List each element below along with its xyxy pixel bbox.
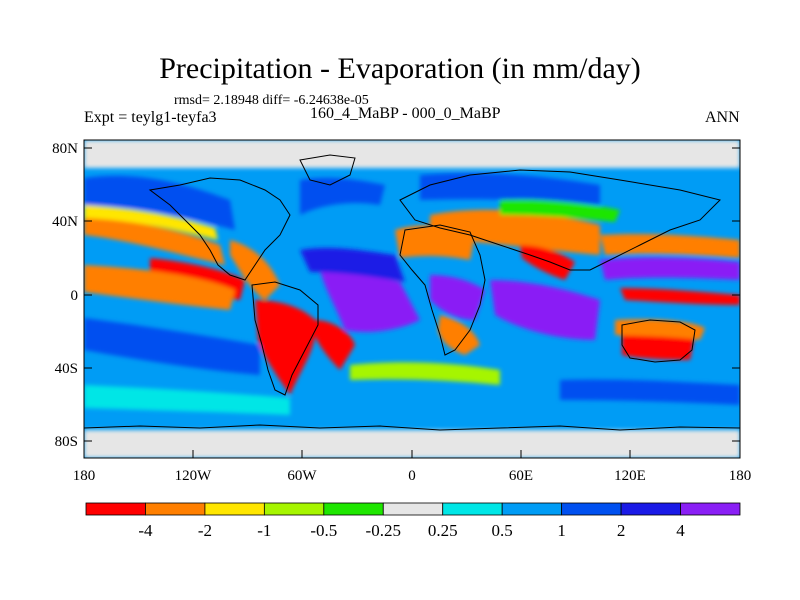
season-label: ANN <box>705 109 740 126</box>
colorbar-swatch <box>204 502 265 516</box>
colorbar-swatch <box>145 502 206 516</box>
lat-tick-label: 40N <box>52 214 78 230</box>
lon-tick-label: 60E <box>509 468 533 484</box>
colorbar-swatch <box>263 502 325 516</box>
indian-ocean-purple <box>490 280 600 340</box>
colorbar-level-label: -0.25 <box>366 521 401 540</box>
australia-orange <box>615 319 705 340</box>
lon-tick-label: 180 <box>73 468 96 484</box>
eurasia-blue <box>420 173 600 205</box>
colorbar-swatch <box>442 502 503 516</box>
antarctica-coast <box>83 424 741 431</box>
colorbar-level-label: 1 <box>557 521 566 540</box>
colorbar-level-label: 2 <box>617 521 626 540</box>
axis-ticks <box>83 147 741 458</box>
lon-tick-label: 180 <box>729 468 752 484</box>
lon-tick-label: 120W <box>175 468 213 484</box>
africa-orange-south <box>438 315 480 355</box>
arctic-land <box>84 140 740 168</box>
lon-tick-label: 120E <box>614 468 646 484</box>
india-red <box>520 245 575 280</box>
lon-tick-label: 0 <box>408 468 416 484</box>
africa-purple <box>430 275 485 320</box>
colorbar: -4 -2 -1 -0.5 -0.25 0.25 0.5 1 2 4 <box>85 502 741 540</box>
north-pacific-orange-band <box>84 215 225 265</box>
atlantic-blue <box>300 247 405 282</box>
west-pacific-red <box>620 288 740 305</box>
africa-coast <box>399 224 486 356</box>
rmsd-diff-stats: rmsd= 2.18948 diff= -6.24638e-05 <box>174 93 369 108</box>
experiment-label: Expt = teylg1-teyfa3 <box>84 109 217 126</box>
atlantic-purple <box>320 269 420 332</box>
colorbar-level-label: -4 <box>138 521 153 540</box>
lat-tick-label: 0 <box>71 288 79 304</box>
colorbar-level-label: -1 <box>257 521 271 540</box>
eurasia-orange <box>430 209 600 255</box>
south-america-coast <box>251 281 319 396</box>
colorbar-swatch <box>382 502 444 516</box>
period-label: 160_4_MaBP - 000_0_MaBP <box>310 105 501 122</box>
lat-tick-label: 80S <box>55 434 78 450</box>
australia-coast <box>621 319 696 363</box>
eurasia-coast <box>399 169 721 271</box>
longitude-labels: 180 120W 60W 0 60E 120E 180 <box>73 468 752 484</box>
colorbar-level-label: 4 <box>676 521 685 540</box>
colorbar-level-label: 0.25 <box>428 521 458 540</box>
north-pacific-yellow <box>84 205 218 240</box>
plot-title: Precipitation - Evaporation (in mm/day) <box>159 52 641 85</box>
north-pacific-blue-band <box>84 175 235 230</box>
north-america-coast <box>148 177 291 281</box>
latitude-labels: 80N 40N 0 40S 80S <box>52 141 78 450</box>
colorbar-level-label: -0.5 <box>310 521 337 540</box>
atlantic-red <box>315 320 355 370</box>
contour-field <box>84 140 740 458</box>
colorbar-swatch <box>323 502 384 516</box>
southern-ocean-cyan <box>84 385 290 415</box>
west-pacific-orange <box>600 233 740 258</box>
north-atlantic-blue-band <box>300 177 385 215</box>
greenland-coast <box>299 154 356 186</box>
west-pacific-purple <box>600 257 740 280</box>
south-america-orange <box>230 240 280 300</box>
lat-tick-label: 40S <box>55 361 78 377</box>
tropical-pacific-orange <box>84 265 235 310</box>
colorbar-level-label: 0.5 <box>492 521 513 540</box>
lon-tick-label: 60W <box>287 468 317 484</box>
colorbar-swatch <box>501 502 563 516</box>
lat-tick-label: 80N <box>52 141 78 157</box>
colorbar-swatch <box>620 502 681 516</box>
coastlines <box>83 154 741 431</box>
south-pacific-blue <box>84 318 260 375</box>
colorbar-level-label: -2 <box>198 521 212 540</box>
southern-ocean-green <box>350 362 500 385</box>
southern-ocean-blue <box>560 379 740 405</box>
colorbar-swatch <box>561 502 622 516</box>
eurasia-green <box>500 199 620 222</box>
south-america-red <box>255 300 316 395</box>
colorbar-swatch <box>85 502 146 516</box>
colorbar-swatch <box>680 502 741 516</box>
